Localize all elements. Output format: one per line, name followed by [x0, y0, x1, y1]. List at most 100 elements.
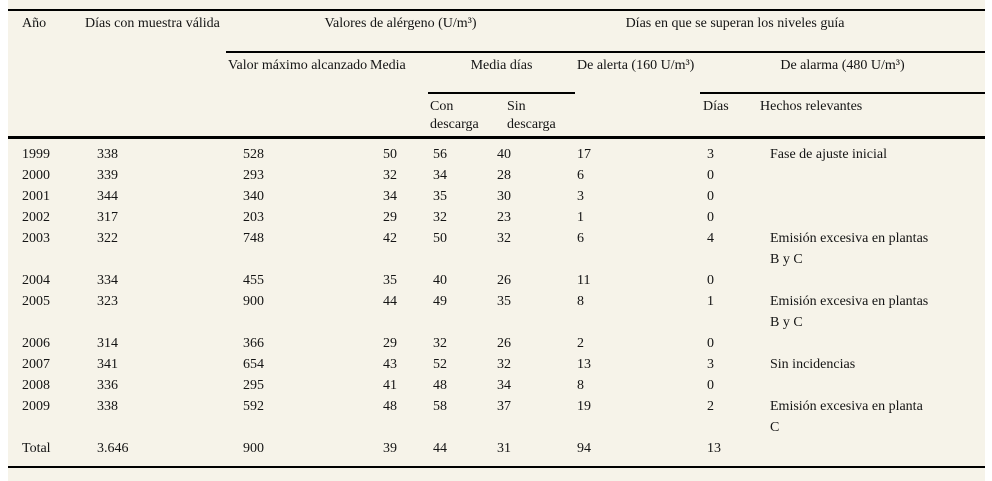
max-value-cell: 455 — [243, 272, 264, 288]
alarm-days-cell: 13 — [707, 440, 721, 456]
relevant-events-cell — [758, 270, 985, 291]
with-discharge-cell: 50 — [433, 230, 447, 246]
col-header-without-discharge: Sin descarga — [507, 99, 556, 132]
alert-days-cell: 8 — [577, 377, 584, 393]
group-header-alarm-level: De alarma (480 U/m³) — [700, 52, 986, 94]
without-discharge-cell: 32 — [497, 230, 511, 246]
col-header-with-discharge: Con descarga — [430, 99, 479, 132]
mean-cell: 48 — [383, 398, 397, 414]
mean-cell: 29 — [383, 335, 397, 351]
valid-days-cell: 341 — [97, 356, 118, 372]
max-value-cell: 293 — [243, 167, 264, 183]
alert-days-cell: 13 — [577, 356, 591, 372]
col-header-mean: Media — [370, 58, 406, 73]
allergen-table-panel: Año Días con muestra válida Valores de a… — [8, 0, 986, 481]
max-value-cell: 295 — [243, 377, 264, 393]
valid-days-cell: 3.646 — [97, 440, 129, 456]
mean-cell: 44 — [383, 293, 397, 309]
relevant-events-cell: Fase de ajuste inicial — [770, 146, 888, 162]
alarm-days-cell: 1 — [707, 293, 714, 309]
year-cell: 2005 — [22, 293, 50, 309]
table-header: Año Días con muestra válida Valores de a… — [8, 10, 986, 137]
year-cell: 2004 — [22, 272, 50, 288]
group-header-guideline-days: Días en que se superan los niveles guía — [575, 10, 986, 53]
alarm-days-cell: 2 — [707, 398, 714, 414]
max-value-cell: 340 — [243, 188, 264, 204]
table-row: Total 3.646 900 39 44 31 94 13 — [8, 438, 985, 467]
table-row: 2003 322 748 42 50 32 6 4 Emisión excesiva en pl… — [8, 228, 985, 270]
without-discharge-cell: 32 — [497, 356, 511, 372]
valid-days-cell: 336 — [97, 377, 118, 393]
table-row: 1999 338 528 50 56 40 17 3 Fase de ajuste inicia… — [8, 137, 985, 165]
max-value-cell: 900 — [243, 293, 264, 309]
year-cell: Total — [22, 440, 51, 456]
relevant-events-cell — [758, 333, 985, 354]
alert-days-cell: 19 — [577, 398, 591, 414]
header-row-columns: Con descarga Sin descarga Días Hechos re… — [8, 93, 985, 137]
table-row: 2002 317 203 29 32 23 1 0 — [8, 207, 985, 228]
alert-days-cell: 3 — [577, 188, 584, 204]
header-row-groups: Año Días con muestra válida Valores de a… — [8, 10, 986, 53]
alarm-days-cell: 3 — [707, 356, 714, 372]
mean-cell: 50 — [383, 146, 397, 162]
relevant-events-cell: Emisión excesiva en planta C — [770, 398, 923, 435]
alert-days-cell: 6 — [577, 230, 584, 246]
table-row: 2007 341 654 43 52 32 13 3 Sin incidencias — [8, 354, 985, 375]
with-discharge-cell: 40 — [433, 272, 447, 288]
col-header-year: Año — [22, 16, 47, 31]
year-cell: 2002 — [22, 209, 50, 225]
mean-cell: 42 — [383, 230, 397, 246]
without-discharge-cell: 34 — [497, 377, 511, 393]
mean-cell: 39 — [383, 440, 397, 456]
max-value-cell: 203 — [243, 209, 264, 225]
year-cell: 2001 — [22, 188, 50, 204]
valid-days-cell: 322 — [97, 230, 118, 246]
alarm-days-cell: 0 — [707, 272, 714, 288]
header-row-subgroups: Valor máximo alcanzado Media Media días … — [8, 52, 986, 94]
table-row: 2001 344 340 34 35 30 3 0 — [8, 186, 985, 207]
table-row: 2009 338 592 48 58 37 19 2 Emisión excesiva en p… — [8, 396, 985, 438]
alert-days-cell: 17 — [577, 146, 591, 162]
year-cell: 2006 — [22, 335, 50, 351]
year-cell: 2000 — [22, 167, 50, 183]
alert-days-cell: 1 — [577, 209, 584, 225]
table-row: 2008 336 295 41 48 34 8 0 — [8, 375, 985, 396]
with-discharge-cell: 44 — [433, 440, 447, 456]
with-discharge-cell: 48 — [433, 377, 447, 393]
table-row: 2000 339 293 32 34 28 6 0 — [8, 165, 985, 186]
mean-cell: 29 — [383, 209, 397, 225]
without-discharge-cell: 37 — [497, 398, 511, 414]
col-header-alarm-days: Días — [703, 99, 729, 114]
max-value-cell: 900 — [243, 440, 264, 456]
year-cell: 2003 — [22, 230, 50, 246]
valid-days-cell: 338 — [97, 146, 118, 162]
col-header-relevant-events: Hechos relevantes — [760, 99, 863, 114]
max-value-cell: 528 — [243, 146, 264, 162]
mean-cell: 41 — [383, 377, 397, 393]
alarm-days-cell: 0 — [707, 209, 714, 225]
alert-days-cell: 8 — [577, 293, 584, 309]
table-row: 2005 323 900 44 49 35 8 1 Emisión excesiva en pl… — [8, 291, 985, 333]
without-discharge-cell: 30 — [497, 188, 511, 204]
with-discharge-cell: 35 — [433, 188, 447, 204]
valid-days-cell: 314 — [97, 335, 118, 351]
with-discharge-cell: 32 — [433, 335, 447, 351]
relevant-events-cell: Emisión excesiva en plantas B y C — [770, 230, 929, 267]
relevant-events-cell — [758, 375, 985, 396]
alert-days-cell: 2 — [577, 335, 584, 351]
alert-days-cell: 6 — [577, 167, 584, 183]
year-cell: 2007 — [22, 356, 50, 372]
relevant-events-cell — [758, 186, 985, 207]
alarm-days-cell: 0 — [707, 167, 714, 183]
without-discharge-cell: 23 — [497, 209, 511, 225]
max-value-cell: 654 — [243, 356, 264, 372]
valid-days-cell: 317 — [97, 209, 118, 225]
with-discharge-cell: 56 — [433, 146, 447, 162]
without-discharge-cell: 26 — [497, 335, 511, 351]
alert-days-cell: 11 — [577, 272, 591, 288]
with-discharge-cell: 32 — [433, 209, 447, 225]
relevant-events-cell — [758, 165, 985, 186]
without-discharge-cell: 40 — [497, 146, 511, 162]
with-discharge-cell: 49 — [433, 293, 447, 309]
col-header-alert-level: De alerta (160 U/m³) — [577, 58, 695, 73]
